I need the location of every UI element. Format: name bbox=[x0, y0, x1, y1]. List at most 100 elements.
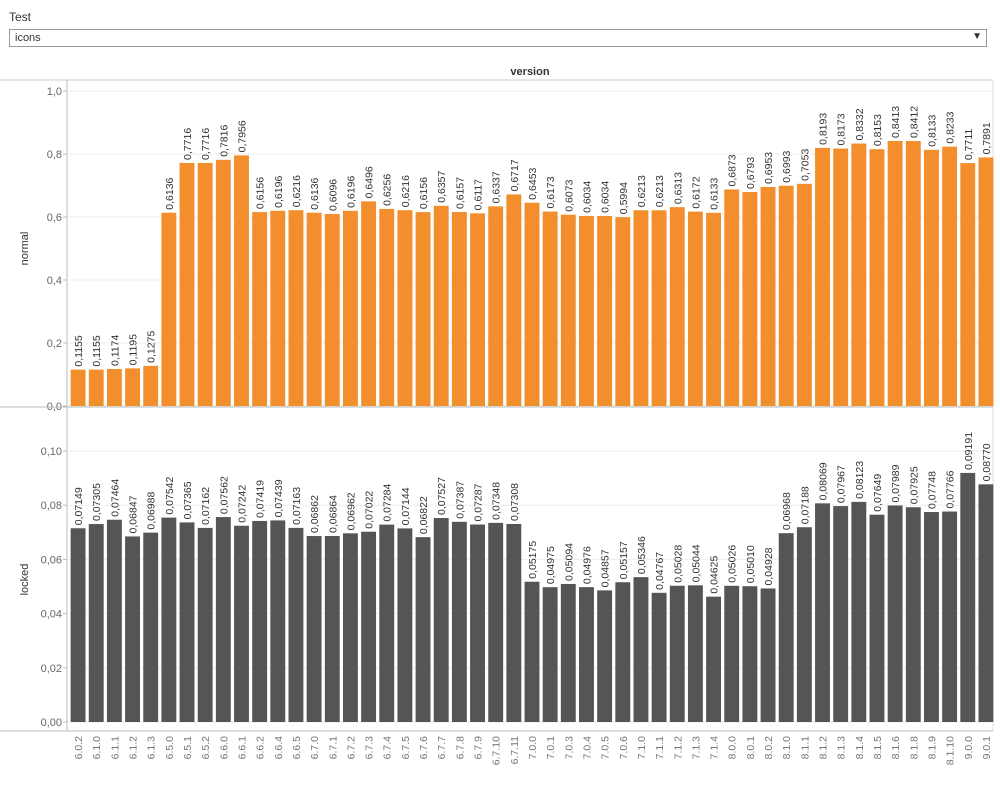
bar-locked bbox=[651, 592, 667, 722]
bar-normal bbox=[197, 162, 213, 406]
bar-locked bbox=[88, 524, 104, 722]
y-tick-label: 0,6 bbox=[47, 212, 62, 224]
x-tick-label: 6.7.3 bbox=[364, 736, 376, 760]
bar-locked bbox=[615, 582, 631, 722]
bar-locked bbox=[524, 581, 540, 722]
bar-normal bbox=[125, 368, 140, 406]
bar-normal bbox=[397, 210, 413, 406]
data-label-normal: 0,1174 bbox=[109, 335, 121, 366]
y-tick-label: 0,08 bbox=[41, 500, 62, 512]
bar-locked bbox=[288, 527, 304, 722]
x-tick-label: 8.1.3 bbox=[836, 736, 848, 760]
bar-locked bbox=[70, 528, 86, 722]
data-label-normal: 0,1195 bbox=[128, 334, 140, 365]
bar-locked bbox=[833, 506, 849, 722]
data-label-normal: 0,6034 bbox=[600, 181, 612, 213]
bar-locked bbox=[215, 517, 231, 722]
x-tick-label: 8.0.0 bbox=[727, 736, 739, 760]
data-label-locked: 0,04928 bbox=[763, 547, 775, 585]
x-tick-label: 6.6.1 bbox=[236, 736, 248, 760]
bar-normal bbox=[796, 183, 812, 406]
data-label-locked: 0,07649 bbox=[872, 474, 884, 512]
bar-normal bbox=[851, 143, 867, 407]
y-tick-label: 0,04 bbox=[41, 609, 62, 621]
x-tick-label: 6.5.2 bbox=[200, 736, 212, 760]
bar-normal bbox=[706, 212, 722, 406]
data-label-normal: 0,6157 bbox=[454, 177, 466, 209]
data-label-locked: 0,07925 bbox=[908, 466, 920, 504]
bar-locked bbox=[161, 517, 177, 722]
data-label-locked: 0,05026 bbox=[727, 545, 739, 583]
bar-locked bbox=[324, 535, 340, 722]
data-label-locked: 0,07439 bbox=[273, 479, 285, 517]
data-label-normal: 0,6216 bbox=[291, 175, 303, 207]
bar-locked bbox=[905, 507, 921, 722]
y-tick-label: 0,2 bbox=[47, 338, 62, 350]
data-label-locked: 0,05094 bbox=[563, 543, 575, 581]
x-tick-label: 9.0.0 bbox=[963, 736, 975, 760]
data-label-normal: 0,8153 bbox=[872, 114, 884, 146]
data-label-locked: 0,07527 bbox=[436, 477, 448, 515]
bar-normal bbox=[724, 189, 740, 406]
x-tick-label: 6.6.0 bbox=[218, 736, 230, 760]
bar-normal bbox=[542, 211, 558, 406]
data-label-locked: 0,07163 bbox=[291, 487, 303, 525]
bar-locked bbox=[633, 577, 649, 722]
data-label-locked: 0,07284 bbox=[382, 483, 394, 521]
data-label-locked: 0,05044 bbox=[690, 544, 702, 582]
bar-normal bbox=[669, 207, 685, 406]
x-tick-label: 8.1.8 bbox=[908, 736, 920, 760]
test-filter-dropdown[interactable]: icons ▼ bbox=[9, 29, 987, 47]
bar-locked bbox=[143, 532, 159, 722]
x-tick-label: 7.1.3 bbox=[690, 736, 702, 760]
data-label-normal: 0,6196 bbox=[273, 176, 285, 208]
bar-locked bbox=[252, 520, 268, 722]
bar-locked bbox=[379, 524, 395, 722]
data-label-normal: 0,8173 bbox=[836, 113, 848, 145]
x-tick-label: 7.0.5 bbox=[600, 736, 612, 760]
data-label-normal: 0,6196 bbox=[345, 176, 357, 208]
data-label-locked: 0,07464 bbox=[109, 479, 121, 517]
bar-normal bbox=[615, 217, 631, 406]
bar-normal bbox=[815, 147, 830, 406]
data-label-locked: 0,07188 bbox=[799, 486, 811, 524]
bar-normal bbox=[252, 212, 268, 406]
x-tick-label: 6.5.0 bbox=[164, 736, 176, 760]
bar-locked bbox=[924, 512, 939, 722]
data-label-normal: 0,7956 bbox=[236, 120, 248, 152]
bar-normal bbox=[488, 206, 504, 406]
y-tick-label: 0,10 bbox=[41, 446, 62, 458]
x-tick-label: 8.0.1 bbox=[745, 736, 757, 760]
y-tick-label: 1,0 bbox=[47, 86, 62, 98]
bar-normal bbox=[415, 212, 431, 406]
dropdown-arrow-icon[interactable]: ▼ bbox=[972, 31, 982, 42]
x-tick-label: 6.1.3 bbox=[146, 736, 158, 760]
y-axis-title-locked: locked bbox=[19, 564, 31, 596]
bar-normal bbox=[215, 159, 231, 406]
x-tick-label: 6.7.10 bbox=[491, 736, 503, 765]
data-label-locked: 0,07562 bbox=[218, 476, 230, 514]
data-label-locked: 0,04625 bbox=[709, 556, 721, 594]
bar-normal bbox=[742, 192, 758, 406]
x-tick-label: 6.7.4 bbox=[382, 736, 394, 760]
data-label-locked: 0,06847 bbox=[128, 495, 140, 533]
bar-normal bbox=[506, 194, 522, 406]
bar-normal bbox=[270, 210, 286, 406]
data-label-normal: 0,7891 bbox=[981, 122, 993, 154]
bar-locked bbox=[687, 585, 703, 722]
data-label-locked: 0,05346 bbox=[636, 536, 648, 574]
x-tick-label: 6.5.1 bbox=[182, 736, 194, 760]
bar-normal bbox=[597, 215, 613, 406]
x-tick-label: 8.1.6 bbox=[890, 736, 902, 760]
data-label-locked: 0,06968 bbox=[781, 492, 793, 530]
data-label-normal: 0,6136 bbox=[164, 177, 176, 209]
bar-normal bbox=[379, 208, 395, 406]
filter-value: icons bbox=[15, 32, 41, 44]
bar-normal bbox=[633, 210, 649, 406]
x-tick-label: 7.1.1 bbox=[654, 736, 666, 760]
x-tick-label: 6.7.7 bbox=[436, 736, 448, 760]
bar-normal bbox=[161, 212, 177, 406]
data-label-locked: 0,09191 bbox=[963, 432, 975, 470]
data-label-locked: 0,07365 bbox=[182, 481, 194, 519]
bar-locked bbox=[397, 528, 413, 722]
